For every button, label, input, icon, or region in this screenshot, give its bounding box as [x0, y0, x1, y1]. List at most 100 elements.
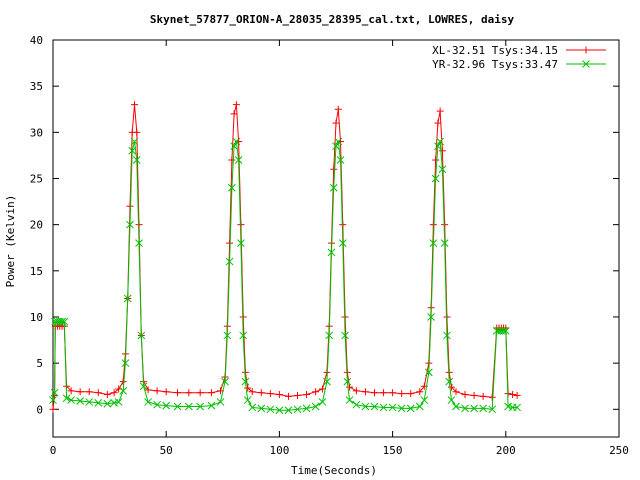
- data-point: [318, 385, 326, 393]
- data-point: [244, 384, 252, 392]
- data-point: [216, 398, 225, 406]
- series-line: [52, 139, 518, 411]
- data-point: [144, 386, 152, 394]
- data-point: [266, 390, 274, 398]
- data-point: [119, 378, 127, 386]
- data-point: [398, 390, 406, 398]
- data-point: [479, 392, 487, 400]
- data-point: [470, 391, 478, 399]
- data-point: [133, 128, 141, 136]
- data-point: [429, 221, 437, 229]
- data-point: [379, 403, 388, 412]
- x-tick-label: 200: [496, 444, 516, 457]
- data-point: [452, 402, 460, 411]
- data-point: [144, 398, 152, 406]
- data-point: [132, 156, 141, 164]
- data-point: [318, 398, 327, 406]
- data-point: [380, 389, 388, 397]
- data-point: [128, 146, 137, 155]
- data-point: [241, 377, 250, 386]
- data-point: [248, 388, 256, 396]
- data-point: [325, 331, 334, 340]
- data-point: [438, 147, 446, 155]
- data-point: [294, 391, 302, 399]
- data-point: [429, 239, 438, 247]
- data-point: [137, 331, 146, 340]
- data-point: [438, 165, 447, 174]
- y-tick-label: 40: [30, 34, 43, 47]
- data-point: [275, 406, 284, 415]
- data-point: [185, 389, 193, 397]
- data-point: [434, 142, 442, 151]
- data-point: [436, 137, 444, 146]
- data-point: [336, 156, 345, 164]
- data-point: [470, 404, 478, 413]
- data-point: [230, 110, 238, 118]
- data-point: [174, 389, 182, 397]
- data-point: [302, 404, 311, 413]
- data-point: [479, 404, 488, 413]
- data-point: [334, 137, 343, 146]
- data-point: [388, 403, 397, 412]
- data-point: [58, 317, 66, 326]
- axis-ticks: 0 50 100 150 200 250 0 5 10 15 20 25 30 35 40: [30, 34, 629, 457]
- data-point: [361, 402, 370, 411]
- y-axis-label: Power (Kelvin): [4, 195, 17, 288]
- data-point: [345, 396, 354, 404]
- data-point: [346, 383, 354, 391]
- x-tick-label: 100: [269, 444, 289, 457]
- y-tick-label: 30: [30, 126, 43, 139]
- data-point: [85, 398, 94, 406]
- data-point: [162, 401, 171, 410]
- data-point: [196, 389, 204, 397]
- data-point: [221, 377, 229, 386]
- data-point: [303, 391, 311, 399]
- data-point: [330, 165, 338, 173]
- data-point: [94, 398, 103, 407]
- data-point: [582, 60, 590, 68]
- data-point: [237, 239, 245, 247]
- legend-label: XL-32.51 Tsys:34.15: [432, 44, 558, 57]
- x-tick-label: 150: [383, 444, 403, 457]
- data-point: [131, 101, 139, 109]
- data-point: [370, 402, 379, 411]
- data-point: [257, 389, 265, 397]
- data-point: [126, 202, 134, 210]
- data-point: [232, 137, 241, 146]
- y-tick-label: 0: [36, 403, 43, 416]
- data-point: [207, 401, 216, 410]
- y-tick-label: 35: [30, 80, 43, 93]
- data-point: [114, 398, 123, 406]
- data-point: [184, 402, 193, 411]
- y-tick-label: 5: [36, 357, 43, 370]
- data-point: [110, 389, 118, 397]
- data-point: [103, 391, 111, 399]
- y-tick-label: 15: [30, 265, 43, 278]
- data-point: [153, 387, 161, 395]
- x-tick-label: 250: [609, 444, 629, 457]
- data-point: [513, 391, 521, 399]
- data-point: [407, 390, 415, 398]
- data-point: [397, 404, 406, 413]
- data-point: [370, 389, 378, 397]
- data-point: [49, 405, 57, 413]
- data-point: [513, 403, 521, 412]
- data-point: [323, 377, 331, 386]
- data-point: [447, 396, 456, 404]
- data-point: [50, 388, 59, 397]
- data-point: [76, 397, 85, 405]
- data-point: [499, 326, 508, 335]
- data-point: [153, 400, 161, 409]
- data-point: [234, 156, 243, 164]
- data-point: [361, 388, 369, 396]
- data-point: [126, 220, 134, 229]
- series-line: [52, 104, 518, 410]
- data-point: [207, 389, 215, 397]
- data-point: [228, 156, 236, 164]
- data-point: [452, 388, 460, 396]
- data-point: [311, 402, 320, 411]
- data-point: [332, 119, 340, 127]
- y-tick-label: 10: [30, 311, 43, 324]
